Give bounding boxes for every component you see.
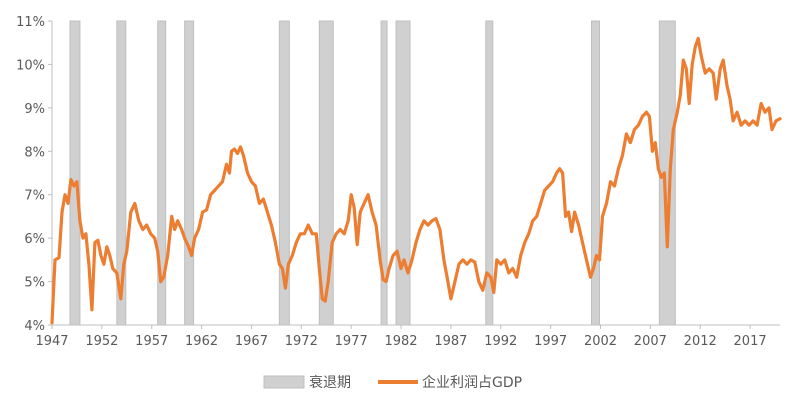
recession-band: [184, 20, 195, 326]
legend: 衰退期 企业利润占GDP: [263, 374, 522, 391]
x-tick-label: 2002: [584, 334, 617, 349]
y-tick-label: 4%: [24, 319, 45, 334]
x-tick-label: 2017: [734, 334, 767, 349]
x-tick-label: 1962: [185, 334, 218, 349]
series-line-corporate-profit-share: [50, 36, 782, 325]
recession-band: [658, 20, 676, 326]
x-tick-label: 1977: [335, 334, 368, 349]
y-tick-label: 6%: [24, 232, 45, 247]
y-tick-label: 5%: [24, 276, 45, 291]
y-tick-label: 7%: [24, 189, 45, 204]
x-tick-label: 2007: [634, 334, 667, 349]
x-tick-label: 1992: [484, 334, 517, 349]
x-tick-label: 1972: [285, 334, 318, 349]
y-tick-label: 11%: [16, 15, 45, 30]
x-tick-label: 1982: [384, 334, 417, 349]
x-tick-label: 1957: [135, 334, 168, 349]
y-tick-label: 8%: [24, 145, 45, 160]
x-tick-label: 1947: [35, 334, 68, 349]
axes: 4% 5% 6% 7% 8% 9% 10% 11% 1947 1952 1957 1962 1967 19…: [16, 15, 780, 349]
series-lines: [50, 36, 782, 325]
y-tick-label: 9%: [24, 102, 45, 117]
legend-label-recession: 衰退期: [309, 374, 351, 391]
x-tick-label: 1952: [85, 334, 118, 349]
x-tick-label: 1987: [434, 334, 467, 349]
recession-band: [69, 20, 81, 326]
recession-band: [591, 20, 600, 326]
legend-label-corporate-profit-share: 企业利润占GDP: [422, 374, 522, 391]
x-tick-label: 1997: [534, 334, 567, 349]
x-tick-label: 2012: [684, 334, 717, 349]
recession-band: [395, 20, 411, 326]
legend-swatch-recession: [263, 375, 305, 389]
x-tick-label: 1967: [235, 334, 268, 349]
y-tick-label: 10%: [16, 58, 45, 73]
